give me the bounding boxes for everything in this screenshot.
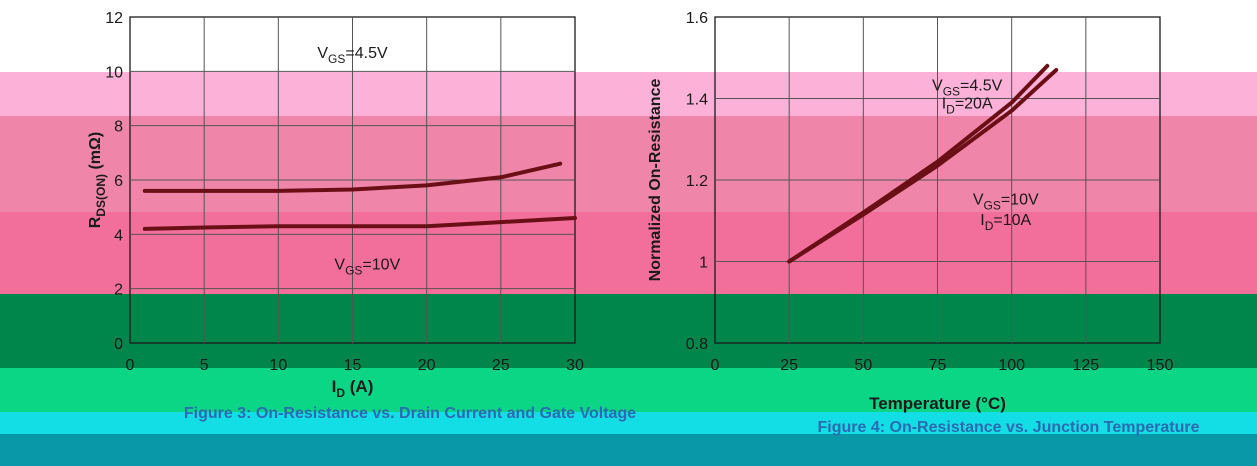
c2-series-1-line: [787, 68, 1059, 264]
chart1-caption: Figure 3: On-Resistance vs. Drain Curren…: [183, 405, 637, 422]
c2-ytick-4: 1.6: [686, 10, 708, 27]
c1-ytick-4: 8: [114, 119, 123, 136]
band-teal: [0, 434, 1257, 466]
band-green-bright: [0, 368, 1257, 412]
c2-annotation-2: VGS=10V: [973, 191, 1039, 212]
c2-ylabel: Normalized On-Resistance: [647, 79, 664, 282]
c2-ytick-3: 1.4: [686, 92, 708, 109]
c1-xtick-4: 20: [418, 357, 436, 374]
c1-ytick-2: 4: [114, 227, 123, 244]
c1-ylabel: RDS(ON) (mΩ): [87, 132, 108, 228]
c1-ytick-6: 12: [105, 10, 123, 27]
c2-annotation-0: VGS=4.5V: [932, 77, 1003, 98]
c2-xtick-4: 100: [998, 357, 1025, 374]
band-green-dark: [0, 294, 1257, 368]
c2-xtick-6: 150: [1147, 357, 1174, 374]
c1-xtick-6: 30: [566, 357, 584, 374]
c2-xtick-3: 75: [929, 357, 947, 374]
c1-xtick-2: 10: [269, 357, 287, 374]
c2-annotation-1: ID=20A: [942, 96, 993, 117]
c1-ytick-1: 2: [114, 282, 123, 299]
c2-xtick-0: 0: [711, 357, 720, 374]
c1-xlabel: ID (A): [332, 377, 374, 400]
c2-xlabel: Temperature (°C): [869, 394, 1006, 413]
band-pink-mid: [0, 116, 1257, 212]
c2-xtick-2: 50: [854, 357, 872, 374]
c2-ytick-1: 1: [699, 255, 708, 272]
c2-ytick-0: 0.8: [686, 336, 708, 353]
c1-xtick-3: 15: [344, 357, 362, 374]
c1-annotation-1: VGS=10V: [334, 257, 400, 278]
chart2-caption: Figure 4: On-Resistance vs. Junction Tem…: [817, 419, 1200, 436]
c2-series-0-line: [787, 63, 1050, 264]
c2-xtick-1: 25: [780, 357, 798, 374]
c2-annotation-3: ID=10A: [980, 212, 1031, 233]
c1-xtick-5: 25: [492, 357, 510, 374]
c2-ytick-2: 1.2: [686, 173, 708, 190]
c1-ytick-5: 10: [105, 64, 123, 81]
c1-series-0-line: [142, 161, 563, 193]
c1-xtick-1: 5: [200, 357, 209, 374]
c1-xtick-0: 0: [126, 357, 135, 374]
c1-ytick-0: 0: [114, 336, 123, 353]
c2-xtick-5: 125: [1072, 357, 1099, 374]
c1-ytick-3: 6: [114, 173, 123, 190]
c1-series-1-line: [142, 216, 577, 231]
c1-annotation-0: VGS=4.5V: [317, 45, 388, 66]
band-cyan: [0, 412, 1257, 434]
